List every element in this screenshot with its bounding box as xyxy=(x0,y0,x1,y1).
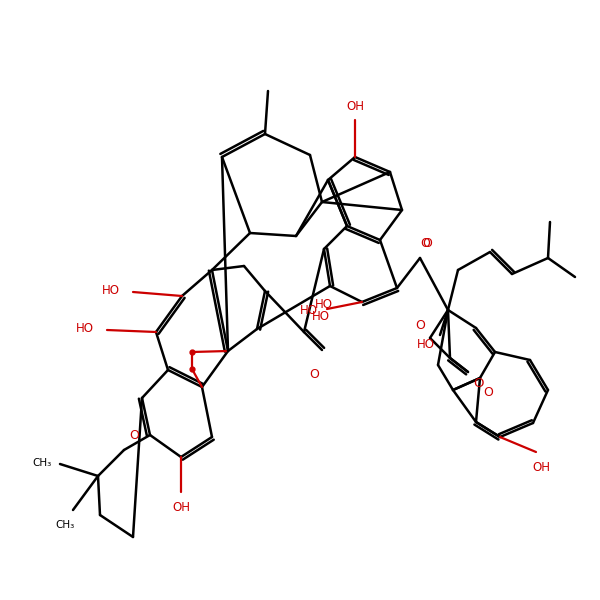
Text: O: O xyxy=(129,429,139,442)
Text: HO: HO xyxy=(102,283,120,296)
Text: O: O xyxy=(422,237,432,250)
Text: HO: HO xyxy=(417,338,435,352)
Text: O: O xyxy=(420,237,430,250)
Text: O: O xyxy=(415,319,425,332)
Text: HO: HO xyxy=(312,310,330,323)
Text: HO: HO xyxy=(300,304,318,317)
Text: OH: OH xyxy=(346,100,364,113)
Text: HO: HO xyxy=(315,298,333,311)
Text: HO: HO xyxy=(76,322,94,335)
Text: O: O xyxy=(309,368,319,381)
Text: O: O xyxy=(473,377,484,390)
Text: OH: OH xyxy=(172,501,190,514)
Text: CH₃: CH₃ xyxy=(55,520,74,530)
Text: O: O xyxy=(483,386,493,399)
Text: CH₃: CH₃ xyxy=(33,458,52,468)
Text: OH: OH xyxy=(532,461,550,474)
